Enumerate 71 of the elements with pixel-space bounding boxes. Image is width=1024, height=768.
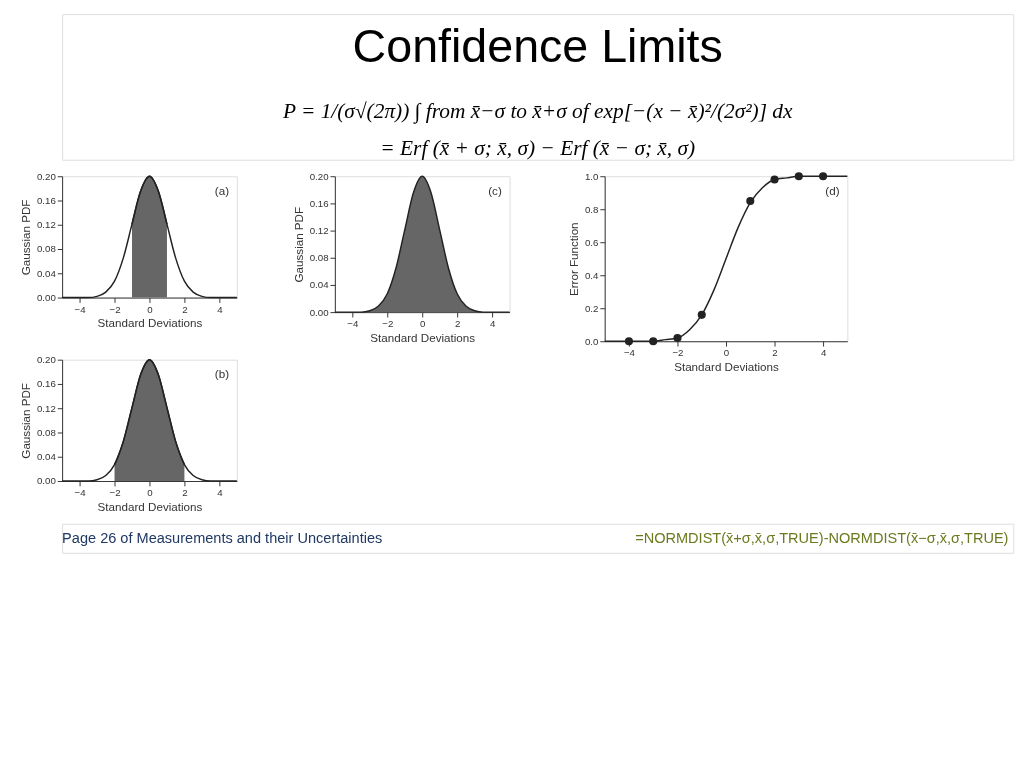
x-tick-label: 4 — [489, 318, 496, 330]
y-tick-label: 0.00 — [309, 306, 330, 318]
annotation: (a) — [214, 183, 230, 197]
x-tick-label: 2 — [182, 303, 188, 315]
x-tick-label: 2 — [454, 318, 461, 330]
y-tick-label: 0.16 — [309, 197, 329, 209]
x-tick-label: −4 — [347, 318, 359, 330]
y-tick-label: 0.08 — [36, 243, 56, 255]
point — [770, 175, 779, 184]
point — [673, 333, 682, 342]
y-tick-label: 0.08 — [36, 426, 56, 438]
y-tick-label: 0.6 — [584, 236, 599, 248]
annotation: (c) — [488, 183, 502, 197]
y-tick-label: 0.20 — [36, 354, 57, 366]
point — [697, 310, 706, 319]
annotation: (d) — [825, 183, 840, 197]
y-tick-label: 0.04 — [309, 279, 330, 291]
annotation: (b) — [214, 367, 230, 381]
text: = Erf (x̄ + σ; x̄, σ) − Erf (x̄ − σ; x̄, σ) — [380, 135, 696, 160]
y-tick-label: 0.00 — [36, 475, 57, 487]
x-tick-label: −2 — [109, 303, 121, 315]
x-tick-label: −4 — [623, 347, 636, 359]
x-tick-label: −2 — [382, 318, 394, 330]
y-tick-label: 0.4 — [584, 269, 599, 281]
x-axis-title: Standard Deviations — [674, 359, 780, 373]
x-tick-label: 0 — [420, 318, 427, 330]
x-tick-label: −4 — [74, 303, 87, 315]
y-tick-label: 0.8 — [584, 203, 599, 215]
text: Page 26 of Measurements and their Uncertainties — [62, 530, 383, 547]
y-tick-label: 0.16 — [36, 194, 56, 206]
point — [819, 172, 828, 181]
y-tick-label: 0.12 — [36, 402, 56, 414]
x-tick-label: 4 — [820, 347, 827, 359]
y-tick-label: 0.04 — [36, 451, 57, 463]
x-tick-label: 0 — [147, 487, 154, 499]
text: =NORMDIST(x̄+σ,x̄,σ,TRUE)-NORMDIST(x̄−σ,x̄,σ,TRUE) — [635, 530, 1009, 547]
point — [746, 196, 755, 206]
y-tick-label: 0.20 — [36, 170, 57, 182]
text: Confidence Limits — [352, 19, 723, 72]
y-tick-label: 0.04 — [36, 267, 57, 279]
y-axis-title: Gaussian PDF — [291, 206, 305, 283]
point — [794, 172, 803, 181]
y-tick-label: 0.12 — [309, 225, 329, 236]
y-tick-label: 0.2 — [584, 302, 599, 314]
x-axis-title: Standard Deviations — [97, 499, 203, 513]
x-tick-label: −4 — [74, 487, 87, 499]
x-tick-label: −2 — [109, 487, 121, 499]
x-tick-label: −2 — [672, 347, 684, 359]
x-tick-label: 4 — [217, 303, 224, 315]
x-axis-title: Standard Deviations — [370, 330, 476, 344]
x-tick-label: 4 — [217, 487, 224, 499]
x-tick-label: 2 — [182, 487, 188, 499]
x-tick-label: 2 — [772, 347, 778, 359]
line-series — [61, 358, 238, 482]
x-tick-label: 0 — [147, 303, 154, 315]
y-tick-label: 0.08 — [309, 252, 329, 264]
y-tick-label: 0.20 — [309, 170, 330, 182]
y-axis-title: Gaussian PDF — [19, 199, 33, 276]
line-series — [61, 175, 238, 299]
y-tick-label: 0.00 — [36, 291, 57, 303]
y-tick-label: 0.16 — [36, 378, 56, 390]
y-tick-label: 1.0 — [584, 170, 599, 182]
y-axis-title: Gaussian PDF — [19, 383, 33, 459]
y-tick-label: 0.12 — [36, 219, 56, 231]
point — [624, 337, 634, 346]
x-tick-label: 0 — [723, 347, 730, 359]
y-axis-title: Error Function — [567, 222, 581, 297]
x-axis-title: Standard Deviations — [97, 316, 203, 330]
y-tick-label: 0.0 — [584, 335, 599, 347]
text: P = 1/(σ√(2π)) ∫ from x̄−σ to x̄+σ of exp[−(x − x̄)²/(2σ²)] dx — [281, 99, 794, 125]
point — [649, 337, 658, 346]
